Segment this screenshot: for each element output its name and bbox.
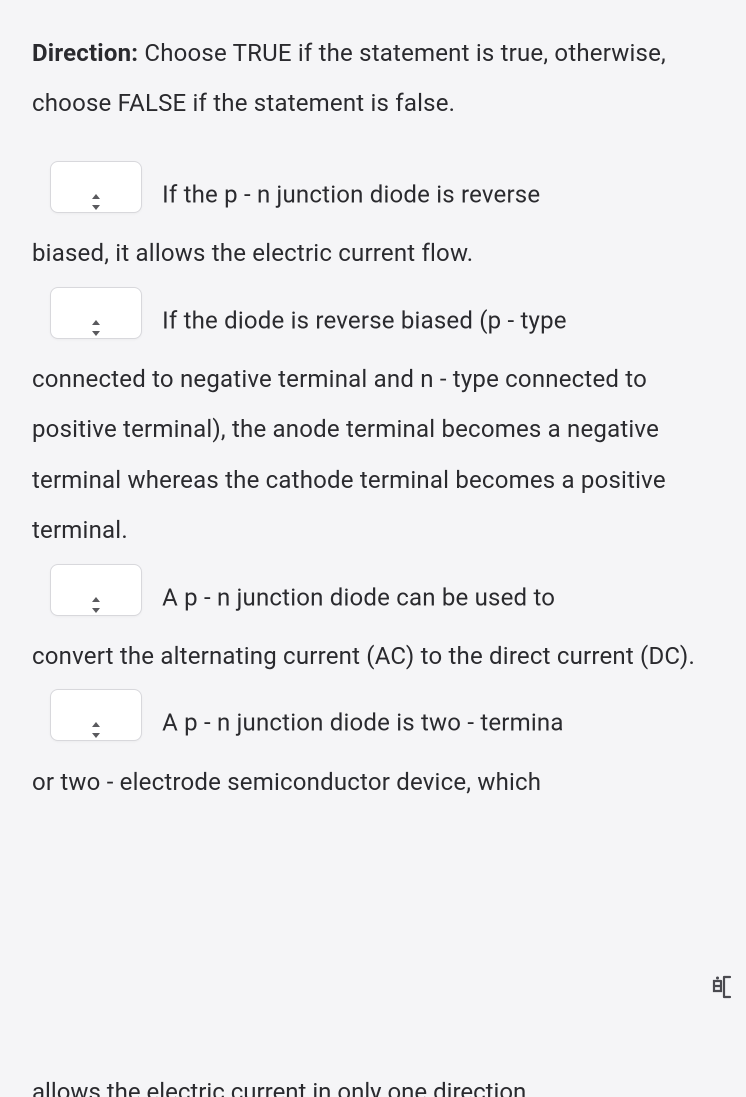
sort-updown-icon xyxy=(89,581,103,599)
question-1-continuation: biased, it allows the electric current f… xyxy=(32,228,714,278)
question-4: A p - n junction diode is two - termina … xyxy=(32,689,714,807)
answer-dropdown-1-wrapper xyxy=(50,161,142,228)
sort-updown-icon xyxy=(89,706,103,724)
question-4-continuation: or two - electrode semiconductor device,… xyxy=(32,757,714,807)
question-4-lead: A p - n junction diode is two - termina xyxy=(162,709,563,737)
feedback-widget[interactable] xyxy=(706,969,738,1005)
question-2-lead: If the diode is reverse biased (p - type xyxy=(162,306,567,334)
answer-dropdown-3[interactable] xyxy=(50,564,142,616)
question-3-continuation: convert the alternating current (AC) to … xyxy=(32,631,714,681)
direction-block: Direction: Choose TRUE if the statement … xyxy=(32,28,714,129)
question-1: If the p - n junction diode is reverse b… xyxy=(32,161,714,279)
question-2: If the diode is reverse biased (p - type… xyxy=(32,287,714,556)
answer-dropdown-4-wrapper xyxy=(50,689,142,756)
question-3: A p - n junction diode can be used to co… xyxy=(32,564,714,682)
sort-updown-icon xyxy=(89,178,103,196)
sort-updown-icon xyxy=(89,304,103,322)
answer-dropdown-2-wrapper xyxy=(50,287,142,354)
question-3-lead: A p - n junction diode can be used to xyxy=(162,583,555,611)
cutoff-text: allows the electric current in only one … xyxy=(32,1073,714,1097)
answer-dropdown-1[interactable] xyxy=(50,161,142,213)
quiz-document: Direction: Choose TRUE if the statement … xyxy=(32,28,714,807)
question-2-continuation: connected to negative terminal and n - t… xyxy=(32,354,714,556)
report-icon xyxy=(710,973,734,1001)
answer-dropdown-2[interactable] xyxy=(50,287,142,339)
answer-dropdown-4[interactable] xyxy=(50,689,142,741)
answer-dropdown-3-wrapper xyxy=(50,564,142,631)
direction-label: Direction: xyxy=(32,39,138,67)
question-1-lead: If the p - n junction diode is reverse xyxy=(162,180,540,208)
